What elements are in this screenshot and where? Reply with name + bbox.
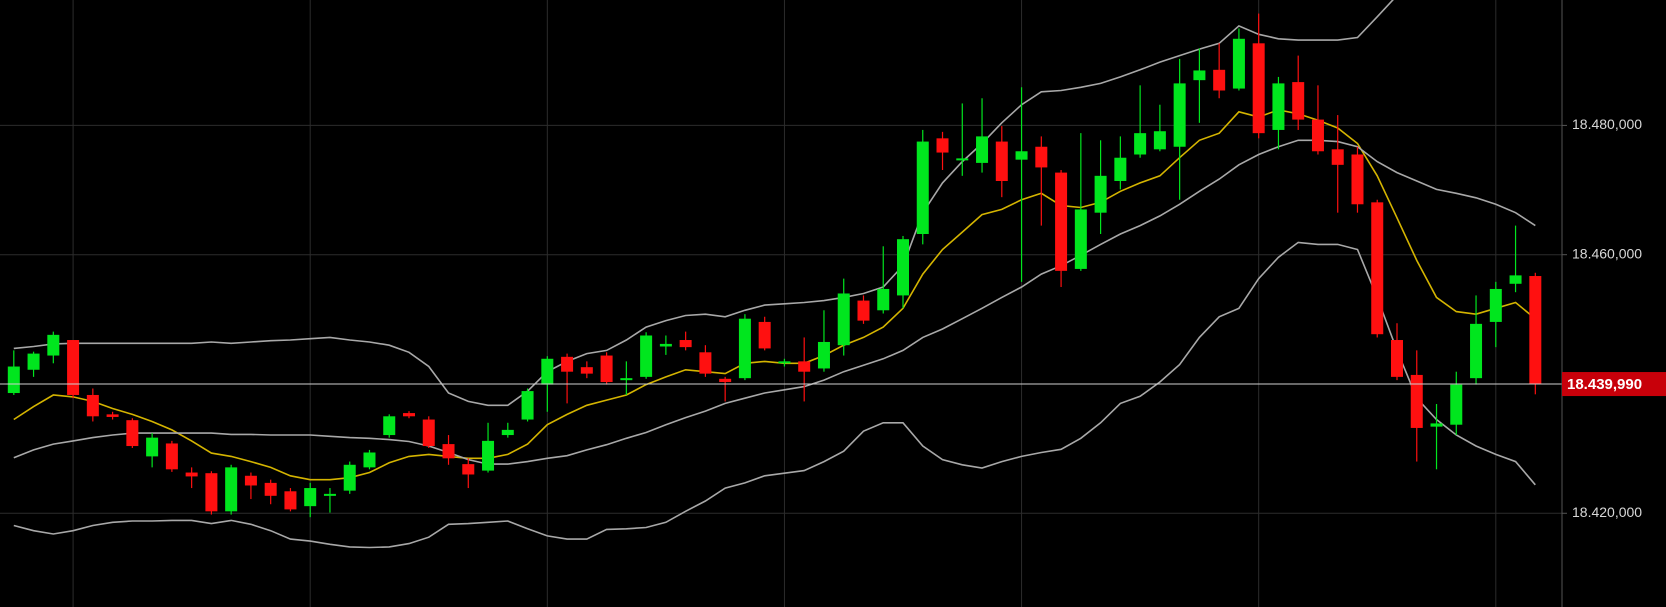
candle-body [462,464,475,475]
y-tick-label: 18.460,000 [1572,245,1642,261]
candle-body [1173,83,1186,147]
candle-body [679,340,692,348]
candle-body [185,472,198,477]
candle-body [422,419,435,447]
candle-body [225,467,238,512]
candle-body [541,358,554,385]
indicator-line [13,0,1394,407]
candle-body [798,361,811,372]
candle-body [106,414,119,417]
candle-body [1074,209,1087,269]
y-axis: 18.420,000 18.460,000 18.480,000 18.439,990 [1562,116,1666,520]
candle-body [27,353,40,370]
candle-body [47,334,60,356]
candle-body [1252,43,1265,134]
candle-body [1292,82,1305,120]
candle-body [1134,133,1147,155]
candle-body [1391,340,1403,377]
candle-body [86,394,99,417]
candle-body [1015,151,1028,160]
candle-body [1351,154,1364,205]
candle-body [837,293,850,346]
candle-body [244,475,257,486]
candle-body [1430,423,1443,427]
candle-body [916,141,929,235]
candle-body [1331,149,1344,165]
candle-body [561,356,574,372]
candle-body [442,444,455,459]
candle-body [1489,288,1502,322]
candle-body [877,288,890,311]
candle-body [817,341,830,369]
candle-body [580,367,593,374]
candle-body [284,491,297,510]
candle-body [758,321,771,349]
candle-body [363,452,376,468]
candle-body [620,378,633,381]
candle-body [1055,172,1068,271]
candle-body [1410,374,1423,428]
candle-body [165,443,178,470]
candle-body [323,493,336,496]
indicator-line [13,241,1536,549]
candle-body [1153,131,1166,150]
candle-body [738,318,751,379]
candle-body [482,440,495,471]
y-tick-label: 18.480,000 [1572,116,1642,132]
last-price-tag [1562,372,1666,397]
candle-body [383,416,396,436]
candle-body [1371,202,1384,335]
candle-body [205,473,218,512]
candle-body [67,340,80,395]
indicator-line [13,139,1536,465]
candle-body [7,366,20,394]
candle-body [995,141,1008,182]
plot-area [0,0,1562,549]
candle-body [1470,323,1483,379]
candle-body [659,343,672,347]
candle-body [936,138,949,153]
candle-body [600,355,613,383]
candle-body [778,361,791,364]
candle-body [1193,70,1206,81]
candle-body [1311,119,1324,152]
candle-body [403,413,415,417]
last-price-label: 18.439,990 [1567,376,1642,393]
candle-body [1450,384,1463,425]
candle-body [264,482,277,496]
candle-body [1114,157,1127,182]
candle-body [304,488,317,507]
candle-body [1232,38,1245,89]
candle-body [521,391,534,420]
candle-body [1094,175,1107,213]
candle-body [897,239,909,296]
candle-body [1272,83,1285,130]
candle-body [501,429,514,436]
candle-body [956,158,969,161]
candle-body [1529,276,1542,385]
y-tick-label: 18.420,000 [1572,504,1642,520]
candle-body [146,437,159,457]
candle-body [1213,69,1226,91]
candle-body [1035,146,1048,168]
candle-body [343,464,356,491]
candle-body [719,378,732,383]
candle-body [857,300,870,321]
candle-body [1509,275,1522,284]
candle-body [699,352,712,374]
candle-body [640,335,653,377]
candle-body [976,136,989,163]
candle-body [126,420,139,447]
